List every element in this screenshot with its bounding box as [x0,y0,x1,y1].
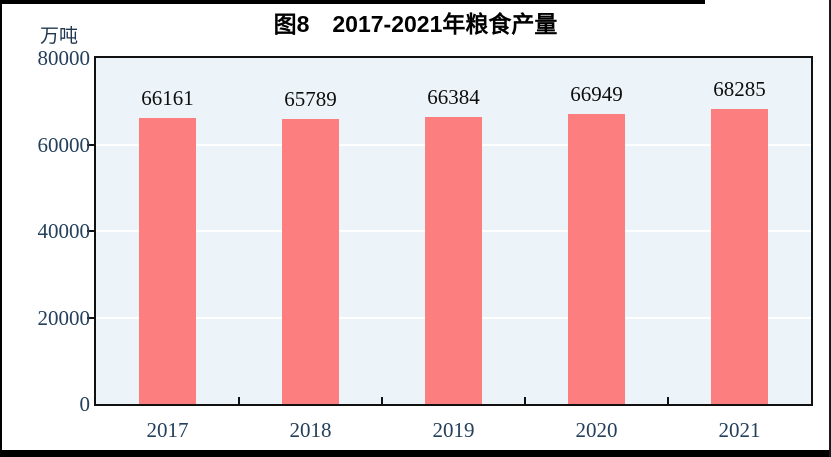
bar [139,118,196,404]
x-axis-tick [238,397,240,404]
x-axis-category-label: 2019 [432,418,475,442]
right-rule [829,0,831,457]
x-axis-category-label: 2020 [575,418,618,442]
bar-value-label: 66384 [427,85,480,109]
bar [568,114,625,404]
bar-value-label: 66949 [570,82,623,106]
top-rule [0,0,705,4]
x-axis-tick [524,397,526,404]
y-axis-unit-label: 万吨 [39,26,78,47]
plot-inner: 0 20000 40000 60000 80000 66161 2017 65789 2018 6… [38,47,811,442]
y-axis-tick [87,316,94,319]
bottom-rule [0,450,831,457]
bar [282,119,339,404]
y-axis-tick-label: 80000 [37,46,91,70]
y-axis-tick [87,230,94,232]
left-rule [0,0,2,457]
bar-value-label: 68285 [713,77,766,101]
y-axis-tick-label: 20000 [37,305,91,330]
x-axis-tick [667,397,669,404]
bar [425,117,482,404]
chart-title: 图8 2017-2021年粮食产量 [273,11,558,37]
bar-value-label: 65789 [284,87,337,111]
y-axis-tick [87,143,94,146]
y-axis-tick-label: 40000 [37,219,91,243]
y-axis-tick-label: 0 [79,392,91,416]
x-axis-category-label: 2021 [718,418,761,442]
x-axis-category-label: 2017 [146,418,189,442]
x-axis-category-label: 2018 [289,418,332,442]
bar [711,109,768,404]
plot-area: 0 20000 40000 60000 80000 66161 2017 65789 2018 6… [38,47,813,442]
y-axis-tick-label: 60000 [37,132,91,157]
x-axis-tick [381,397,383,404]
bar-value-label: 66161 [141,86,194,110]
